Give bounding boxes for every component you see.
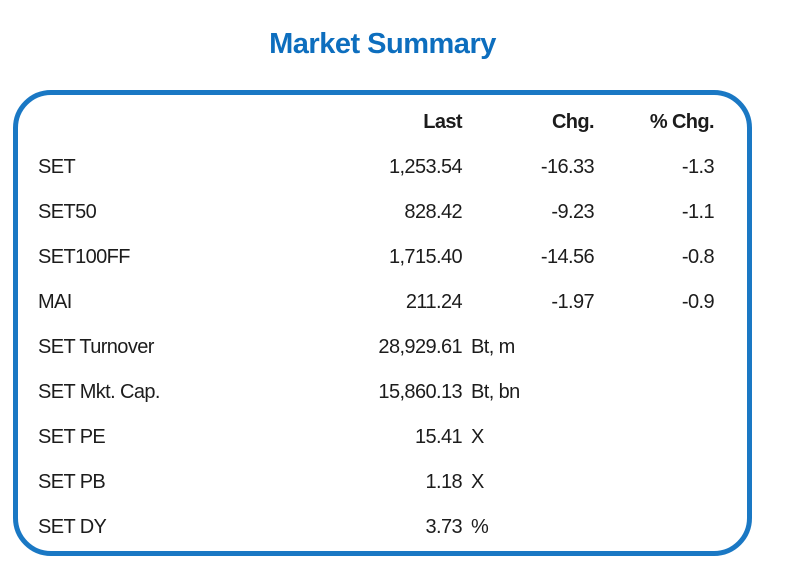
cell-unit: Bt, bn: [471, 381, 520, 403]
row-label: MAI: [38, 291, 72, 313]
row-label: SET DY: [38, 516, 107, 538]
cell-pchg: -1.1: [681, 201, 715, 223]
row-label: SET100FF: [38, 246, 131, 268]
cell-chg: -9.23: [551, 201, 594, 223]
cell-last: 1,715.40: [388, 246, 463, 268]
table-row: SET 1,253.54 -16.33 -1.3: [18, 145, 747, 190]
cell-chg: -14.56: [540, 246, 595, 268]
cell-unit: Bt, m: [471, 336, 515, 358]
table-row: SET Turnover 28,929.61 Bt, m: [18, 325, 747, 370]
row-label: SET Mkt. Cap.: [38, 381, 160, 403]
page-title: Market Summary: [269, 28, 496, 60]
row-label: SET50: [38, 201, 97, 223]
table-header-row: Last Chg. % Chg.: [18, 100, 747, 145]
column-header-pchg: % Chg.: [649, 111, 715, 133]
table-row: SET PE 15.41 X: [18, 415, 747, 460]
table-row: MAI 211.24 -1.97 -0.9: [18, 280, 747, 325]
row-label: SET: [38, 156, 76, 178]
cell-chg: -1.97: [551, 291, 594, 313]
table-row: SET100FF 1,715.40 -14.56 -0.8: [18, 235, 747, 280]
cell-pchg: -0.9: [681, 291, 715, 313]
cell-unit: %: [471, 516, 489, 538]
cell-last: 1,253.54: [388, 156, 463, 178]
row-label: SET PB: [38, 471, 106, 493]
cell-unit: X: [471, 426, 484, 448]
row-label: SET Turnover: [38, 336, 154, 358]
table-row: SET Mkt. Cap. 15,860.13 Bt, bn: [18, 370, 747, 415]
cell-last: 28,929.61: [378, 336, 462, 358]
column-header-chg: Chg.: [551, 111, 595, 133]
table-row: SET50 828.42 -9.23 -1.1: [18, 190, 747, 235]
cell-pchg: -0.8: [681, 246, 715, 268]
cell-pchg: -1.3: [681, 156, 715, 178]
cell-unit: X: [471, 471, 484, 493]
table-body: SET 1,253.54 -16.33 -1.3 SET50 828.42 -9…: [18, 145, 747, 550]
cell-last: 211.24: [405, 291, 463, 313]
summary-card: Last Chg. % Chg. SET 1,253.54 -16.33 -1.…: [13, 90, 752, 556]
cell-last: 1.18: [425, 471, 462, 493]
cell-last: 15.41: [414, 426, 463, 448]
row-label: SET PE: [38, 426, 106, 448]
cell-last: 828.42: [404, 201, 462, 223]
table-row: SET DY 3.73 %: [18, 505, 747, 550]
cell-last: 3.73: [425, 516, 462, 538]
cell-last: 15,860.13: [378, 381, 462, 403]
table-row: SET PB 1.18 X: [18, 460, 747, 505]
cell-chg: -16.33: [540, 156, 595, 178]
column-header-last: Last: [423, 111, 462, 133]
